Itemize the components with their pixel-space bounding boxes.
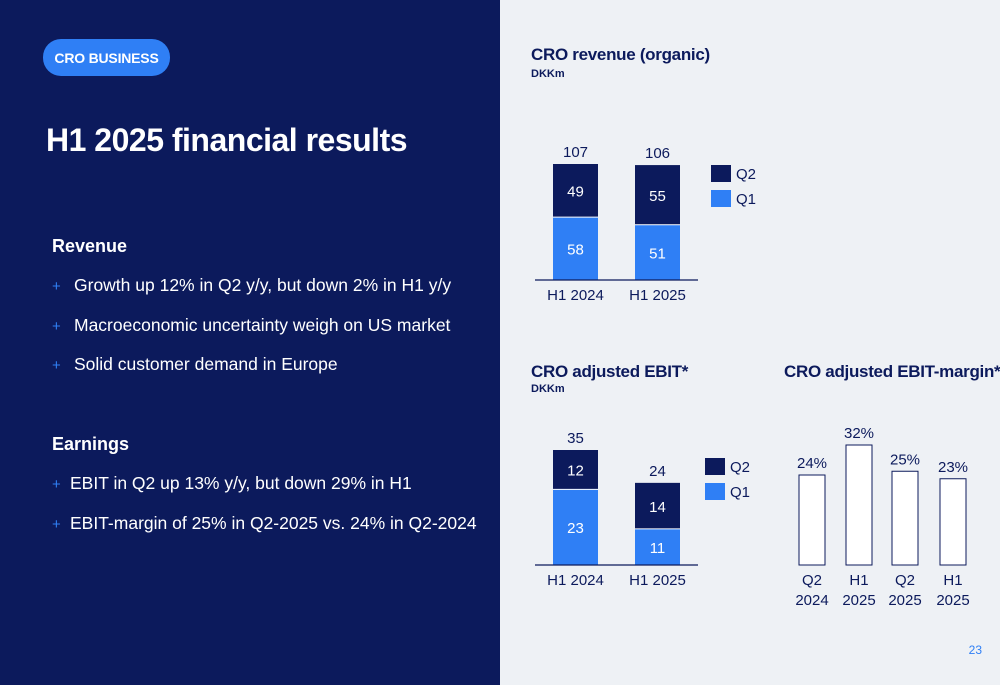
ebit-chart-title: CRO adjusted EBIT*: [531, 362, 689, 381]
legend-swatch-q2: [705, 458, 725, 475]
plus-icon: +: [52, 278, 61, 295]
margin-value-label: 23%: [938, 459, 968, 476]
ebit-chart: 23 12 35 H1 2024 11 14 24 H1 2025 Q2 Q1: [535, 430, 750, 589]
margin-bar: [845, 444, 873, 566]
bullet-text: Solid customer demand in Europe: [74, 354, 338, 374]
x-tick-label-line2: 2025: [936, 592, 969, 609]
data-label-q1: 23: [567, 520, 584, 537]
total-label: 35: [567, 430, 584, 447]
margin-value-label: 25%: [890, 451, 920, 468]
bar-q2: [553, 450, 598, 490]
revenue-chart-title: CRO revenue (organic): [531, 45, 710, 64]
bar-q2: [553, 164, 598, 218]
data-label-q1: 58: [567, 242, 584, 259]
x-tick-label: H1 2024: [547, 572, 604, 589]
x-tick-label-line1: H1: [943, 572, 962, 589]
x-tick-label-line1: H1: [849, 572, 868, 589]
revenue-chart-unit: DKKm: [531, 68, 565, 80]
legend-label-q2: Q2: [736, 166, 756, 183]
legend-label-q1: Q1: [736, 191, 756, 208]
bullet-text: EBIT in Q2 up 13% y/y, but down 29% in H…: [70, 473, 412, 493]
data-label-q2: 49: [567, 184, 584, 201]
margin-bar: [891, 470, 919, 566]
legend-swatch-q1: [711, 190, 731, 207]
left-panel: CRO BUSINESS H1 2025 financial results R…: [0, 0, 500, 685]
data-label-q2: 12: [567, 463, 584, 480]
x-tick-label: H1 2024: [547, 287, 604, 304]
section-badge: CRO BUSINESS: [43, 39, 170, 76]
revenue-heading: Revenue: [52, 236, 128, 256]
data-label-q2: 14: [649, 499, 666, 516]
bullet-text: Growth up 12% in Q2 y/y, but down 2% in …: [74, 275, 452, 295]
x-tick-label-line2: 2025: [888, 592, 921, 609]
margin-value-label: 24%: [797, 455, 827, 472]
x-tick-label-line2: 2024: [795, 592, 828, 609]
revenue-chart: 58 49 107 H1 2024 51 55 106 H1 2025 Q2 Q1: [535, 144, 756, 304]
bar-q1: [553, 217, 598, 280]
margin-chart-title: CRO adjusted EBIT-margin*: [784, 362, 1000, 381]
x-tick-label: H1 2025: [629, 572, 686, 589]
total-label: 106: [645, 145, 670, 162]
plus-icon: +: [52, 318, 61, 335]
bar-q1: [635, 528, 680, 565]
earnings-bullet: + EBIT-margin of 25% in Q2-2025 vs. 24% i…: [52, 513, 477, 534]
bullet-text: Macroeconomic uncertainty weigh on US ma…: [74, 315, 451, 335]
data-label-q1: 51: [649, 245, 666, 262]
legend-swatch-q1: [705, 483, 725, 500]
right-panel: CRO revenue (organic) DKKm CRO adjusted …: [500, 0, 1000, 685]
earnings-heading: Earnings: [52, 434, 130, 454]
revenue-bullet: + Macroeconomic uncertainty weigh on US m…: [52, 315, 450, 336]
data-label-q2: 55: [649, 188, 666, 205]
bar-q2: [635, 482, 680, 529]
page-number: 23: [968, 643, 982, 657]
revenue-bullet: + Solid customer demand in Europe: [52, 354, 338, 375]
margin-value-label: 32%: [844, 425, 874, 442]
total-label: 24: [649, 463, 666, 480]
x-tick-label: H1 2025: [629, 287, 686, 304]
margin-chart: 24% Q2 2024 32% H1 2025 25% Q2 2025 23% H1 2025: [795, 425, 969, 609]
data-label-q1: 11: [650, 540, 666, 557]
bar-q1: [635, 224, 680, 280]
margin-bar: [939, 478, 967, 566]
revenue-bullet: + Growth up 12% in Q2 y/y, but down 2% in…: [52, 275, 451, 296]
plus-icon: +: [52, 357, 61, 374]
plus-icon: +: [52, 476, 61, 493]
x-tick-label-line1: Q2: [802, 572, 822, 589]
bar-q1: [553, 489, 598, 565]
bar-q2: [635, 165, 680, 225]
total-label: 107: [563, 144, 588, 161]
plus-icon: +: [52, 516, 61, 533]
legend-label-q2: Q2: [730, 459, 750, 476]
x-tick-label-line2: 2025: [842, 592, 875, 609]
ebit-chart-unit: DKKm: [531, 383, 565, 395]
x-tick-label-line1: Q2: [895, 572, 915, 589]
legend-label-q1: Q1: [730, 484, 750, 501]
page-title: H1 2025 financial results: [46, 122, 408, 158]
bullet-text: EBIT-margin of 25% in Q2-2025 vs. 24% in…: [70, 513, 477, 533]
legend-swatch-q2: [711, 165, 731, 182]
earnings-bullet: + EBIT in Q2 up 13% y/y, but down 29% in …: [52, 473, 412, 494]
margin-bar: [798, 474, 826, 566]
